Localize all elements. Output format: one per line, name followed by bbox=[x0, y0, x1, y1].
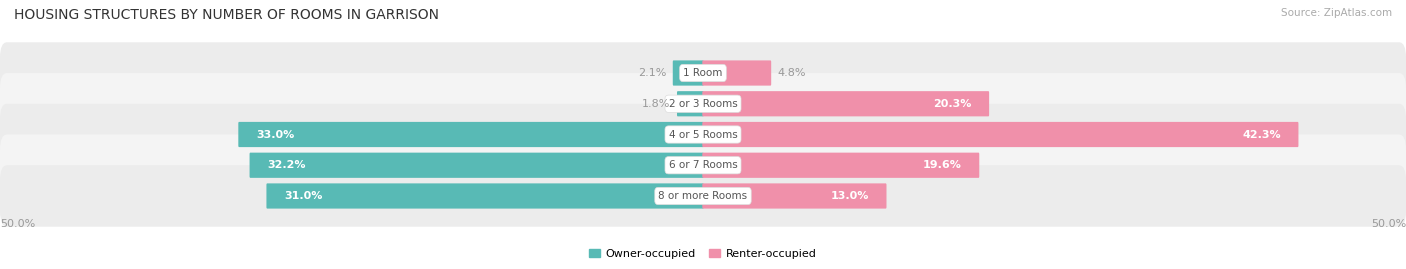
FancyBboxPatch shape bbox=[239, 122, 704, 147]
Text: 20.3%: 20.3% bbox=[934, 99, 972, 109]
Text: 4 or 5 Rooms: 4 or 5 Rooms bbox=[669, 129, 737, 140]
Text: 50.0%: 50.0% bbox=[1371, 219, 1406, 229]
Text: Source: ZipAtlas.com: Source: ZipAtlas.com bbox=[1281, 8, 1392, 18]
Text: 2.1%: 2.1% bbox=[638, 68, 666, 78]
FancyBboxPatch shape bbox=[703, 122, 1299, 147]
Text: HOUSING STRUCTURES BY NUMBER OF ROOMS IN GARRISON: HOUSING STRUCTURES BY NUMBER OF ROOMS IN… bbox=[14, 8, 439, 22]
Text: 1.8%: 1.8% bbox=[643, 99, 671, 109]
FancyBboxPatch shape bbox=[672, 61, 704, 86]
FancyBboxPatch shape bbox=[266, 183, 704, 208]
FancyBboxPatch shape bbox=[0, 42, 1406, 104]
Text: 13.0%: 13.0% bbox=[831, 191, 869, 201]
Text: 19.6%: 19.6% bbox=[922, 160, 962, 170]
Text: 50.0%: 50.0% bbox=[0, 219, 35, 229]
Text: 31.0%: 31.0% bbox=[284, 191, 322, 201]
FancyBboxPatch shape bbox=[678, 91, 704, 116]
Text: 2 or 3 Rooms: 2 or 3 Rooms bbox=[669, 99, 737, 109]
Legend: Owner-occupied, Renter-occupied: Owner-occupied, Renter-occupied bbox=[585, 244, 821, 263]
FancyBboxPatch shape bbox=[0, 134, 1406, 196]
Text: 42.3%: 42.3% bbox=[1243, 129, 1281, 140]
FancyBboxPatch shape bbox=[0, 104, 1406, 165]
Text: 1 Room: 1 Room bbox=[683, 68, 723, 78]
Text: 8 or more Rooms: 8 or more Rooms bbox=[658, 191, 748, 201]
FancyBboxPatch shape bbox=[703, 183, 886, 208]
FancyBboxPatch shape bbox=[703, 91, 990, 116]
Text: 4.8%: 4.8% bbox=[778, 68, 806, 78]
Text: 33.0%: 33.0% bbox=[256, 129, 294, 140]
FancyBboxPatch shape bbox=[250, 153, 704, 178]
FancyBboxPatch shape bbox=[0, 165, 1406, 227]
FancyBboxPatch shape bbox=[703, 61, 772, 86]
Text: 6 or 7 Rooms: 6 or 7 Rooms bbox=[669, 160, 737, 170]
FancyBboxPatch shape bbox=[703, 153, 979, 178]
Text: 32.2%: 32.2% bbox=[267, 160, 305, 170]
FancyBboxPatch shape bbox=[0, 73, 1406, 134]
